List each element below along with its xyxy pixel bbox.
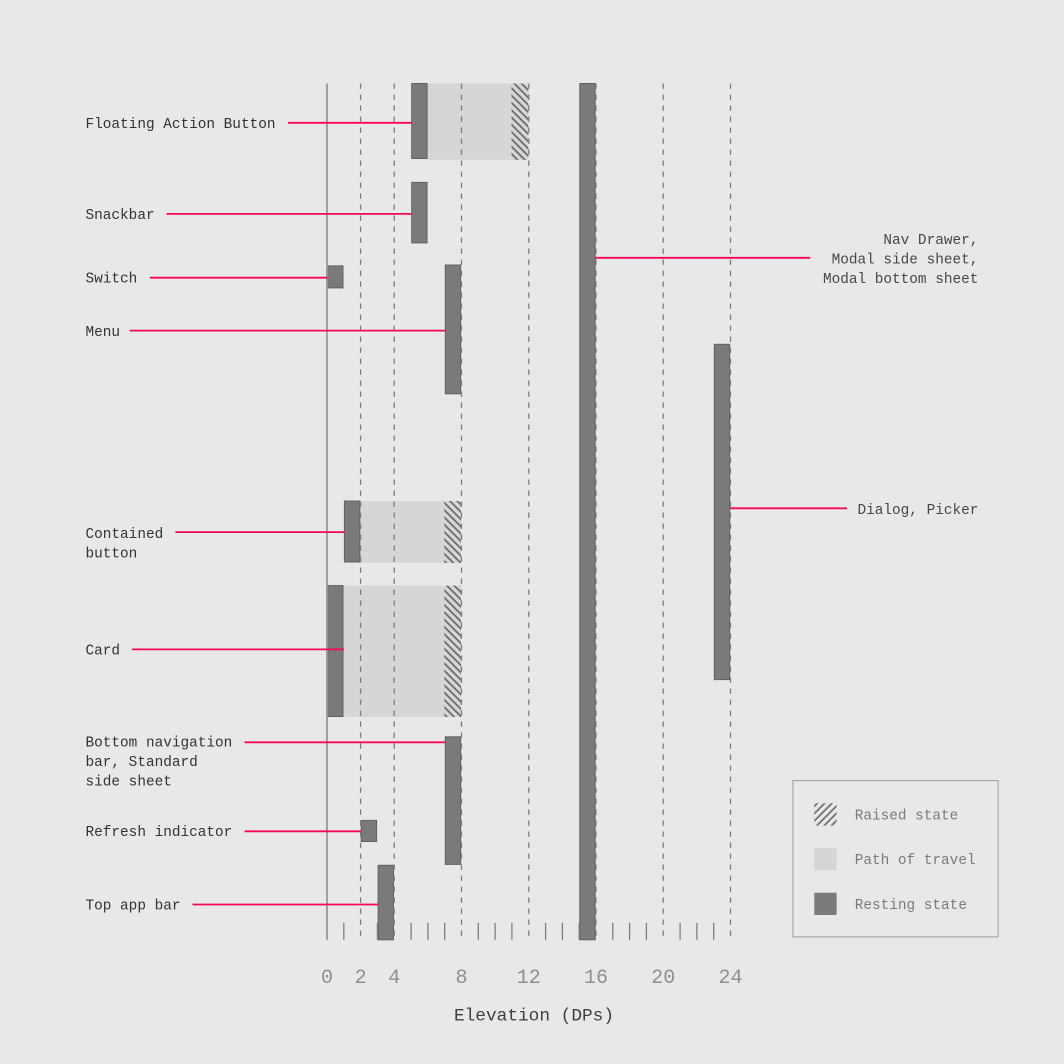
svg-text:Card: Card <box>86 644 121 660</box>
svg-text:Modal bottom sheet: Modal bottom sheet <box>823 272 978 288</box>
svg-text:24: 24 <box>718 967 742 990</box>
svg-text:2: 2 <box>355 967 367 990</box>
svg-text:Bottom navigation: Bottom navigation <box>86 736 233 752</box>
svg-text:4: 4 <box>388 967 400 990</box>
svg-text:Refresh indicator: Refresh indicator <box>86 825 233 841</box>
svg-text:8: 8 <box>455 967 467 990</box>
svg-text:16: 16 <box>584 967 608 990</box>
svg-text:Contained: Contained <box>86 527 164 543</box>
svg-text:Modal side sheet,: Modal side sheet, <box>832 253 979 269</box>
svg-text:20: 20 <box>651 967 675 990</box>
svg-text:side sheet: side sheet <box>86 774 172 790</box>
svg-text:Path of travel: Path of travel <box>855 853 976 869</box>
svg-text:Resting state: Resting state <box>855 898 967 914</box>
svg-text:Raised state: Raised state <box>855 809 959 825</box>
svg-text:bar, Standard: bar, Standard <box>86 755 198 771</box>
svg-text:Elevation (DPs): Elevation (DPs) <box>454 1007 614 1027</box>
svg-text:0: 0 <box>321 967 333 990</box>
svg-text:Snackbar: Snackbar <box>86 208 155 224</box>
svg-text:Dialog, Picker: Dialog, Picker <box>857 503 978 519</box>
svg-text:Menu: Menu <box>86 325 121 341</box>
svg-text:Floating Action Button: Floating Action Button <box>86 117 276 133</box>
svg-text:Top app bar: Top app bar <box>86 899 181 915</box>
svg-text:Nav Drawer,: Nav Drawer, <box>883 233 978 249</box>
svg-text:button: button <box>86 546 138 562</box>
svg-text:12: 12 <box>517 967 541 990</box>
svg-text:Switch: Switch <box>86 272 138 288</box>
